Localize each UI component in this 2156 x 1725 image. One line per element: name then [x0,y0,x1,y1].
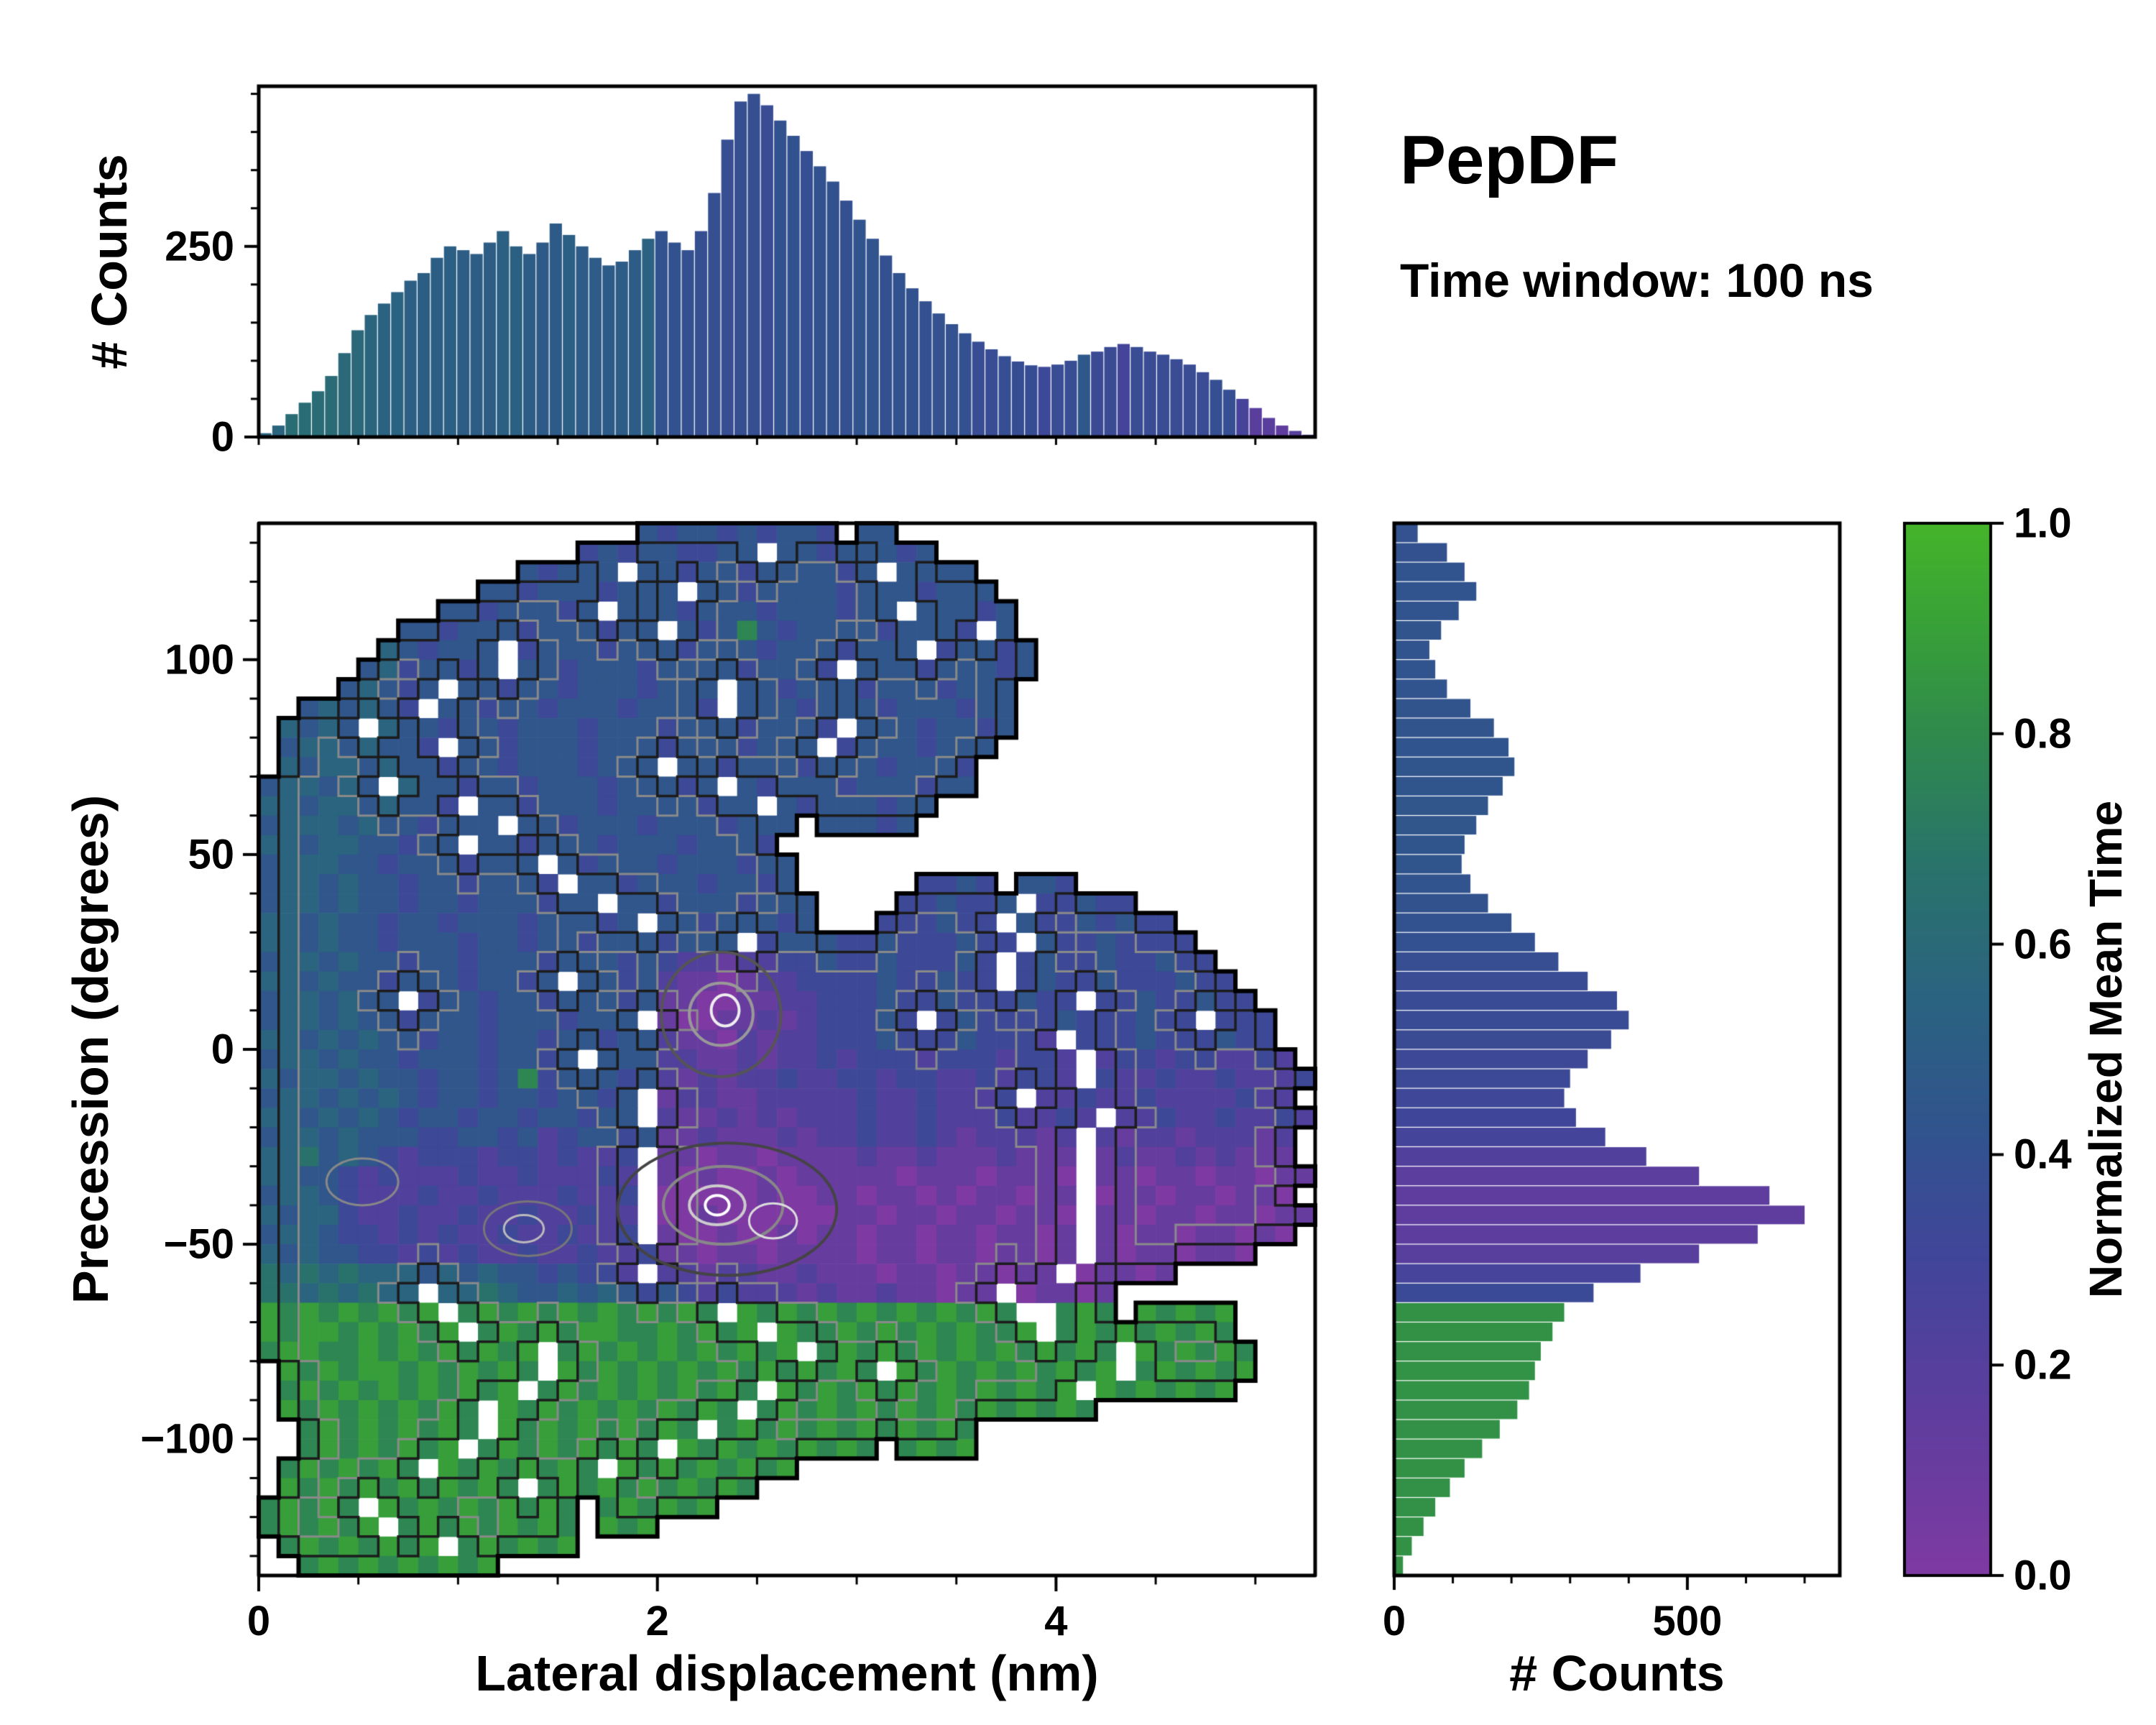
main-x-tick-label: 2 [645,1598,669,1644]
right-hist-x-tick-label: 500 [1652,1598,1723,1644]
main-y-tick-label: −100 [140,1415,234,1463]
main-y-tick-label: 0 [211,1026,234,1073]
colorbar-label: Normalized Mean Time [2080,800,2132,1299]
colorbar-canvas [1883,502,2012,1597]
right-histogram-canvas [1373,502,1861,1597]
plot-subtitle: Time window: 100 ns [1400,254,1874,307]
main-ylabel: Precession (degrees) [63,794,119,1305]
top-hist-y-tick-label: 250 [165,223,234,270]
right-hist-x-tick-label: 0 [1382,1598,1406,1644]
plot-title: PepDF [1400,121,1619,198]
colorbar-tick-label: 0.8 [2014,710,2072,758]
top-hist-y-tick-label: 0 [211,413,234,461]
colorbar-tick-label: 0.0 [2014,1552,2072,1599]
main-y-tick-label: 100 [165,636,234,684]
main-y-tick-label: −50 [163,1220,234,1268]
main-xlabel: Lateral displacement (nm) [475,1645,1099,1701]
main-x-tick-label: 0 [247,1598,271,1644]
heatmap-canvas [237,502,1337,1597]
main-y-tick-label: 50 [188,831,234,878]
colorbar-tick-label: 0.4 [2014,1131,2072,1178]
main-x-tick-label: 4 [1044,1598,1068,1644]
top-histogram-canvas [237,65,1337,459]
colorbar-tick-label: 1.0 [2014,500,2072,547]
colorbar-tick-label: 0.2 [2014,1341,2072,1389]
right-hist-xlabel: # Counts [1509,1645,1725,1701]
top-hist-ylabel: # Counts [81,154,137,369]
colorbar-tick-label: 0.6 [2014,921,2072,968]
